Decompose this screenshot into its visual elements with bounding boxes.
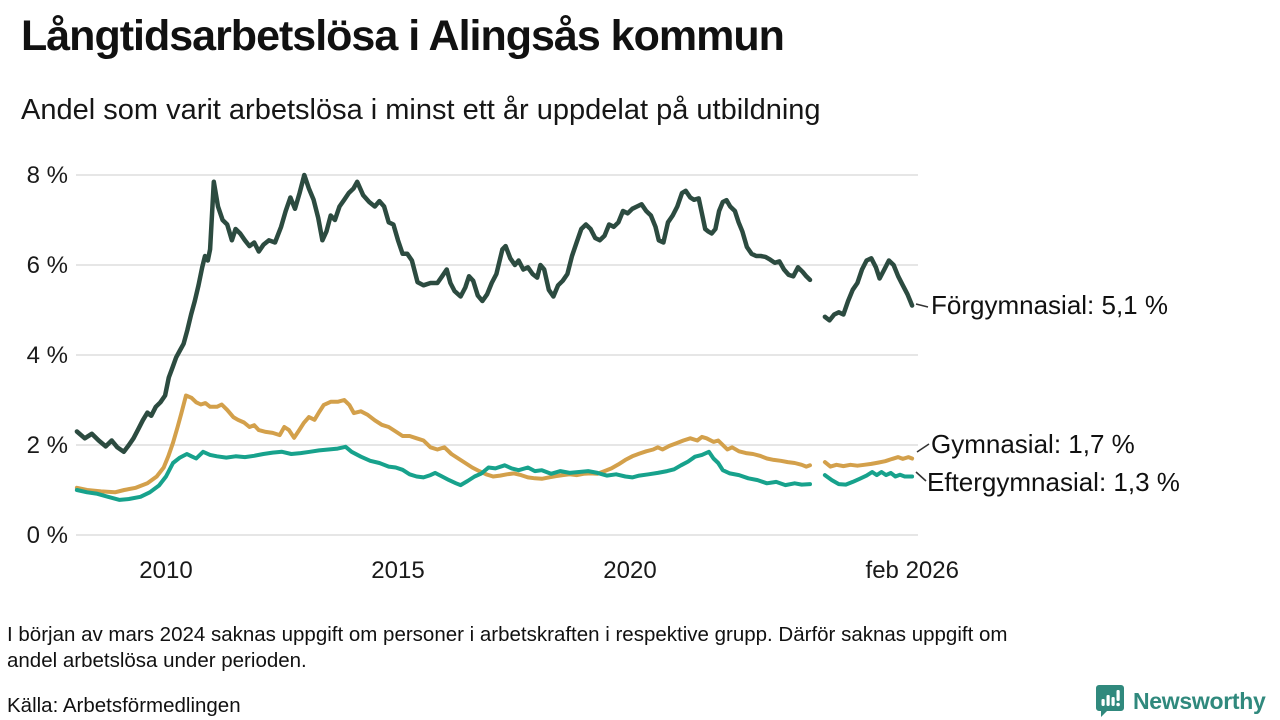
page-subtitle: Andel som varit arbetslösa i minst ett å… <box>21 94 821 126</box>
y-tick-label: 6 % <box>27 252 68 279</box>
newsworthy-wordmark: Newsworthy <box>1133 687 1266 714</box>
series-line-eftergymnasial <box>822 470 915 487</box>
x-tick-label: 2020 <box>603 557 656 584</box>
x-tick-label: 2015 <box>371 557 424 584</box>
series-line-gymnasial <box>74 393 812 495</box>
newsworthy-logo: Newsworthy <box>1095 684 1275 718</box>
label-connector <box>915 303 929 308</box>
y-tick-label: 8 % <box>27 162 68 189</box>
source-text: Källa: Arbetsförmedlingen <box>7 694 241 717</box>
y-tick-label: 2 % <box>27 432 68 459</box>
x-tick-label: feb 2026 <box>866 557 959 584</box>
series-line-förgymnasial <box>822 256 915 323</box>
y-tick-label: 4 % <box>27 342 68 369</box>
y-tick-label: 0 % <box>27 522 68 549</box>
chart-footnote: I början av mars 2024 saknas uppgift om … <box>7 622 1257 674</box>
label-connector <box>915 471 927 482</box>
x-tick-label: 2010 <box>139 557 192 584</box>
page-title: Långtidsarbetslösa i Alingsås kommun <box>21 12 785 60</box>
line-chart: 0 % 2 % 4 % 6 % 8 % 2010 2015 2020 feb 2026 <box>27 162 959 584</box>
series-line-förgymnasial <box>74 172 813 455</box>
footnote-line-1: I början av mars 2024 saknas uppgift om … <box>7 623 1008 646</box>
series-label-eftergymnasial: Eftergymnasial: 1,3 % <box>927 467 1180 497</box>
label-connector <box>916 443 930 453</box>
newsworthy-icon <box>1096 685 1124 717</box>
series-line-gymnasial <box>822 455 915 469</box>
series-line-eftergymnasial <box>74 444 812 502</box>
series-label-forgymnasial: Förgymnasial: 5,1 % <box>931 290 1168 320</box>
footnote-line-2: andel arbetslösa under perioden. <box>7 649 307 672</box>
series-label-gymnasial: Gymnasial: 1,7 % <box>931 429 1135 459</box>
